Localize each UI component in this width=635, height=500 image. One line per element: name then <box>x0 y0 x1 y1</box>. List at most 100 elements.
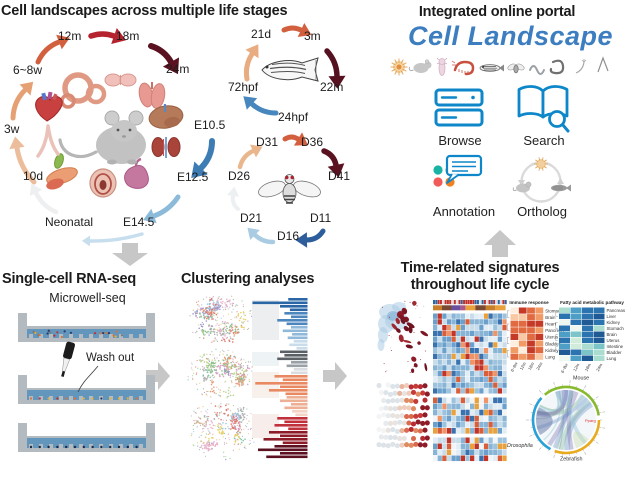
immune-response-heatmap-title: Immune response <box>509 300 549 305</box>
portal-title: Integrated online portal <box>418 4 576 20</box>
microwell-plate-beads <box>18 423 155 452</box>
mouse-organ-icons <box>35 72 184 198</box>
stage-label-d11: D11 <box>310 211 332 225</box>
fatty-acid-heatmap-col-label: 6~8w <box>560 362 570 374</box>
organism-icon-shrimp <box>451 60 475 76</box>
stage-label-d31: D31 <box>256 135 279 149</box>
fatty-acid-heatmap: Fatty acid metabolic pathway PancreasLive… <box>555 300 626 374</box>
immune-response-heatmap-col-label: 18m <box>527 361 535 371</box>
fatty-acid-heatmap-row-label: Pancreas <box>607 308 626 313</box>
stage-label-3w: 3w <box>4 122 20 136</box>
fatty-acid-heatmap-col-label: 12m <box>572 362 580 372</box>
stage-label-10d: 10d <box>23 169 44 183</box>
microwell-plate-wash <box>18 375 155 404</box>
clustering-title: Clustering analyses <box>181 271 315 287</box>
stage-label-6-8w: 6~8w <box>13 63 43 77</box>
organism-icon-axolotl <box>436 57 448 76</box>
ortholog-label[interactable]: Ortholog <box>517 204 567 219</box>
fatty-acid-heatmap-col-label: 18m <box>584 362 592 372</box>
fatty-acid-heatmap-row-label: Kidney <box>607 320 621 325</box>
fatty-acid-heatmap-row-label: Intestine <box>607 344 624 349</box>
tsne-plot-1 <box>189 295 253 343</box>
aging-dot-plot <box>376 382 430 449</box>
stage-label-d21: D21 <box>240 211 263 225</box>
fatty-acid-heatmap-row-label: Liver <box>607 314 617 319</box>
fatty-acid-heatmap-row-label: Bladder <box>607 350 623 355</box>
fatty-acid-heatmap-col-label: 24m <box>595 362 603 372</box>
main-heatmap <box>433 300 507 462</box>
immune-response-heatmap-row-label: Lung <box>545 354 555 359</box>
ortholog-icon[interactable] <box>512 157 571 203</box>
stage-label-24hpf: 24hpf <box>278 110 309 124</box>
search-icon[interactable] <box>517 85 570 133</box>
immune-response-heatmap-row-label: Uterus <box>545 335 559 340</box>
tsne-plot-3 <box>190 402 257 461</box>
pipette-icon <box>61 341 75 377</box>
fatty-acid-heatmap-row-label: Lung <box>607 356 617 361</box>
stage-label-21d: 21d <box>251 27 272 41</box>
immune-response-heatmap-col-label: 24m <box>535 361 543 371</box>
immune-response-heatmap-row-label: Pancreas <box>545 328 564 333</box>
circos-highlight-gene: Pparg <box>585 418 596 423</box>
organism-icon-mouse <box>408 59 432 73</box>
section-connector-arrows <box>112 230 516 390</box>
organism-icon-hydra <box>575 59 587 74</box>
fly-icon <box>258 174 321 204</box>
microwell-plate-cells <box>18 313 155 342</box>
search-label[interactable]: Search <box>523 133 565 148</box>
portal-brand: Cell Landscape <box>407 21 614 51</box>
stage-label-e14-5: E14.5 <box>123 215 155 229</box>
signatures-title-line2: throughout life cycle <box>410 277 550 293</box>
annotation-icon[interactable] <box>433 154 483 187</box>
zebrafish-icon <box>261 57 319 82</box>
stage-label-d26: D26 <box>228 169 251 183</box>
microwell-subtitle: Microwell-seq <box>49 291 126 305</box>
stage-label-12m: 12m <box>58 29 82 43</box>
fatty-acid-heatmap-row-label: Brain <box>607 332 618 337</box>
cluster-proportion-barchart <box>252 298 308 459</box>
browse-icon[interactable] <box>434 88 484 127</box>
immune-response-heatmap-row-label: Brain <box>545 315 556 320</box>
organism-icon-lancelet <box>597 56 609 73</box>
tsne-plot-2 <box>187 348 254 399</box>
portal-organisms-row <box>390 56 609 76</box>
stage-label-72hpf: 72hpf <box>228 80 259 94</box>
umap-plot <box>377 300 429 374</box>
signatures-title-line1: Time-related signatures <box>400 260 560 276</box>
immune-response-heatmap-row-label: Kidney <box>545 348 559 353</box>
scrna-title: Single-cell RNA-seq <box>2 271 136 287</box>
immune-response-heatmap-row-label: Heart <box>545 321 557 326</box>
circos-label-drosophila: Drosophila <box>507 443 533 449</box>
life-cycle-arrows <box>9 22 346 248</box>
stage-label-18m: 18m <box>116 29 140 43</box>
organism-icon-fruit-fly <box>507 63 525 74</box>
circos-label-mouse: Mouse <box>573 376 589 382</box>
circos-label-zebrafish: Zebrafish <box>560 457 582 463</box>
stage-label-22m: 22m <box>320 80 344 94</box>
stage-label-d41: D41 <box>328 169 351 183</box>
wash-out-label: Wash out <box>86 352 135 364</box>
immune-response-heatmap-row-label: Bladder <box>545 341 561 346</box>
immune-response-heatmap-col-label: 12m <box>519 361 527 371</box>
fatty-acid-heatmap-row-label: Stomach <box>607 326 625 331</box>
organism-icon-worm <box>529 65 545 75</box>
browse-label[interactable]: Browse <box>438 133 482 148</box>
stage-label-d36: D36 <box>301 135 324 149</box>
stage-label-e12-5: E12.5 <box>177 170 209 184</box>
annotation-label[interactable]: Annotation <box>432 204 496 219</box>
organism-icon-zebrafish <box>479 64 504 72</box>
stage-label-3m: 3m <box>304 29 321 43</box>
wash-out-leader-line <box>77 365 99 393</box>
cross-species-circos: Mouse Zebrafish Drosophila Pparg <box>507 376 606 463</box>
fatty-acid-heatmap-title: Fatty acid metabolic pathway <box>560 300 624 305</box>
immune-response-heatmap-row-label: Stomach <box>545 308 563 313</box>
mouse-icon <box>58 110 146 165</box>
fatty-acid-heatmap-row-label: Uterus <box>607 338 621 343</box>
immune-response-heatmap-col-label: 6~8w <box>509 360 519 372</box>
stage-label-neonatal: Neonatal <box>45 215 94 229</box>
stage-label-24m: 24m <box>166 62 190 76</box>
stage-label-d16: D16 <box>277 229 300 243</box>
